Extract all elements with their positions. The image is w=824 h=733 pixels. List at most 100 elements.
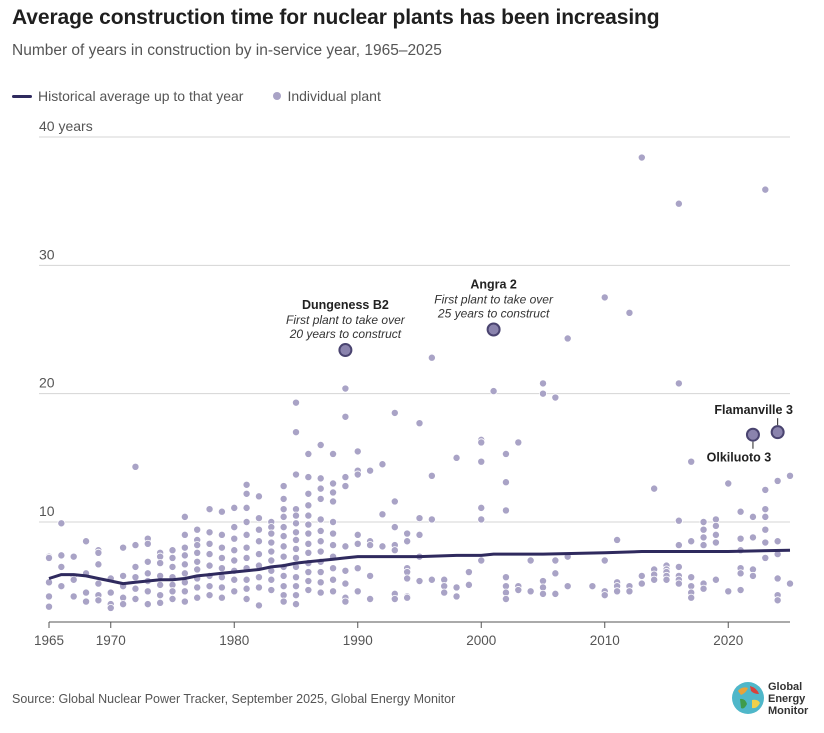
plant-dot [748,512,757,521]
plant-dot [242,530,251,539]
plant-dot [316,515,325,524]
plant-dot [477,438,486,447]
plant-dot [291,591,300,600]
plant-dot [353,564,362,573]
plant-dot [304,577,313,586]
plant-dot [291,582,300,591]
plant-dot [205,550,214,559]
plant-dot [242,575,251,584]
plant-dot [452,592,461,601]
x-tick-label: 1990 [343,633,373,648]
annotation-olkiluoto-3: Olkiluoto 3 [707,427,771,465]
plant-dot [378,460,387,469]
plant-dot [637,153,646,162]
globe-icon [732,682,764,714]
plant-dot [329,518,338,527]
annotation-flamanville-3: Flamanville 3 [714,403,793,440]
plant-dot [131,595,140,604]
plant-dot [316,526,325,535]
plant-dot [316,440,325,449]
annotation-line: 20 years to construct [289,327,402,341]
plant-dot [329,529,338,538]
plant-dot [168,562,177,571]
plant-dot [230,546,239,555]
plant-dot [687,537,696,546]
plant-dot [156,559,165,568]
plant-dot [773,574,782,583]
plant-dot [687,457,696,466]
plant-dot [304,529,313,538]
plant-dot [230,523,239,532]
plant-dot [613,535,622,544]
plant-dot [539,589,548,598]
plant-dot [773,596,782,605]
plant-dot [106,603,115,612]
plant-dot [45,553,54,562]
plant-dot [242,543,251,552]
plant-dot [551,556,560,565]
plant-dot [242,518,251,527]
plant-dot [242,503,251,512]
plant-dot [427,471,436,480]
plant-dot [403,574,412,583]
plant-dot [131,584,140,593]
plant-dot [279,597,288,606]
plant-dot [427,575,436,584]
plant-dot [563,582,572,591]
plant-dot [291,428,300,437]
plant-dot [674,579,683,588]
plant-dot [217,593,226,602]
plant-dot [662,575,671,584]
plant-dot [403,593,412,602]
plant-dot [724,587,733,596]
plant-dot [786,579,795,588]
plant-dot [551,589,560,598]
plant-dot [279,532,288,541]
legend-dot-label: Individual plant [287,88,381,104]
plant-dot [143,600,152,609]
plant-dot [193,548,202,557]
legend-dot-swatch [273,92,282,100]
plant-dot [291,470,300,479]
plant-dot [329,541,338,550]
plant-dot [143,539,152,548]
plant-dot [230,503,239,512]
plant-dot [217,564,226,573]
plant-dot [180,543,189,552]
plant-dot [316,474,325,483]
plant-dot [329,497,338,506]
plant-dot [279,482,288,491]
plant-dot [316,537,325,546]
plant-dot [748,533,757,542]
plant-dot [736,507,745,516]
plant-dot [242,595,251,604]
plant-dot [699,533,708,542]
plant-dot [291,600,300,609]
plant-dot [279,582,288,591]
plant-dot [45,602,54,611]
plant-dot [613,587,622,596]
plant-dot [329,479,338,488]
plant-dot [699,584,708,593]
plant-dot [304,568,313,577]
plant-dot [736,534,745,543]
plant-dot [291,398,300,407]
plant-dot [291,519,300,528]
plant-dot [724,479,733,488]
plant-dot [119,571,128,580]
plant-dot [94,596,103,605]
plant-dot [279,512,288,521]
plant-dot [588,582,597,591]
plant-dot [242,553,251,562]
plant-dot [329,587,338,596]
plant-dot [353,530,362,539]
plant-dot [254,573,263,582]
plant-dot [786,471,795,480]
plant-dot [390,408,399,417]
plant-dot [427,353,436,362]
plant-dot [390,546,399,555]
plant-dot [489,387,498,396]
plant-dot [625,308,634,317]
